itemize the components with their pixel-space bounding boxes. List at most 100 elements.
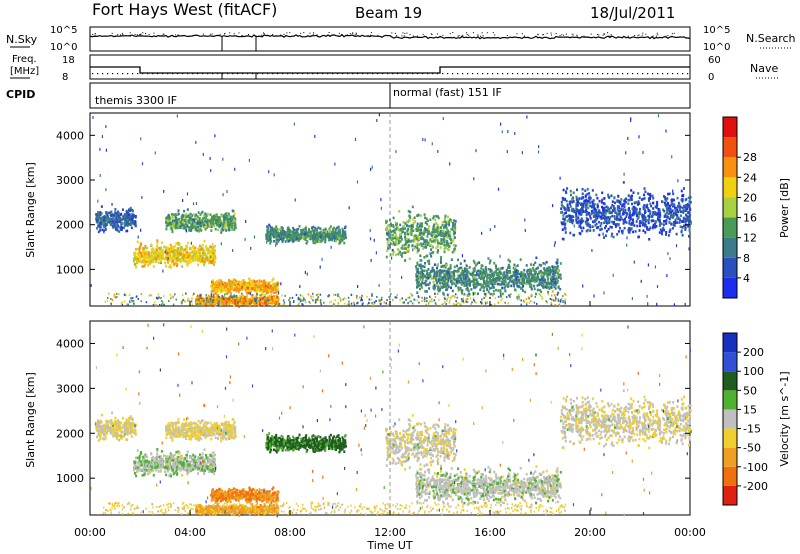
noise-right-tick-bottom: 10^0	[703, 42, 730, 53]
scatter-cell	[566, 203, 569, 207]
scatter-cell	[343, 231, 346, 235]
scatter-cell	[105, 218, 108, 221]
scatter-cell	[554, 287, 557, 290]
noise-dot	[233, 33, 235, 35]
scatter-cell	[493, 273, 495, 277]
scatter-cell	[211, 249, 214, 252]
scatter-cell	[342, 229, 345, 233]
scatter-cell	[416, 239, 419, 243]
scatter-cell	[134, 252, 137, 256]
scatter-cell	[223, 281, 226, 285]
scatter-cell	[265, 288, 268, 292]
scatter-cell	[483, 276, 485, 280]
noise-dot	[262, 35, 264, 37]
nave-dot	[127, 73, 129, 75]
scatter-cell	[427, 241, 430, 244]
scatter-cell	[182, 249, 185, 253]
noise-right-tick-top: 10^5	[703, 25, 730, 36]
noise-dot	[261, 34, 263, 36]
noise-dot	[477, 34, 479, 36]
nave-dot	[277, 73, 279, 75]
scatter-cell	[419, 214, 422, 217]
scatter-cell	[225, 283, 228, 287]
scatter-cell	[451, 271, 454, 274]
scatter-cell	[464, 267, 467, 271]
scatter-cell	[468, 279, 471, 283]
scatter-cell	[400, 236, 403, 239]
scatter-cell	[175, 217, 178, 220]
scatter-cell	[312, 241, 315, 244]
nave-dot	[242, 73, 244, 75]
scatter-cell	[138, 254, 140, 257]
scatter-cell	[336, 236, 339, 239]
scatter-cell	[210, 290, 213, 293]
scatter-cell	[385, 221, 388, 224]
noise-dot	[332, 34, 334, 36]
scatter-cell	[266, 231, 269, 234]
noise-dot	[458, 35, 460, 37]
scatter-cell	[265, 233, 268, 237]
scatter-cell	[147, 260, 150, 264]
scatter-cell	[438, 242, 440, 245]
scatter-cell	[133, 221, 136, 225]
scatter-cell	[417, 277, 420, 280]
scatter-cell	[463, 283, 466, 287]
scatter-cell	[433, 233, 436, 237]
scatter-cell	[331, 235, 334, 238]
scatter-cell	[431, 267, 434, 271]
scatter-cell	[546, 276, 549, 279]
scatter-cell	[555, 275, 558, 278]
scatter-cell	[184, 226, 186, 230]
scatter-cell	[459, 262, 462, 265]
scatter-cell	[202, 214, 205, 218]
scatter-cell	[189, 212, 192, 216]
scatter-cell	[446, 293, 449, 297]
scatter-cell	[212, 257, 215, 260]
scatter-cell	[417, 242, 420, 246]
scatter-cell	[321, 237, 324, 241]
scatter-cell	[175, 219, 178, 222]
scatter-cell	[277, 302, 280, 306]
scatter-cell	[305, 225, 308, 229]
scatter-cell	[219, 299, 222, 303]
scatter-cell	[397, 239, 400, 243]
scatter-cell	[344, 234, 347, 238]
scatter-cell	[170, 221, 173, 225]
scatter-cell	[410, 240, 413, 243]
scatter-cell	[422, 247, 425, 250]
scatter-cell	[291, 235, 294, 238]
scatter-cell	[197, 211, 200, 214]
scatter-cell	[450, 280, 453, 283]
scatter-cell	[230, 219, 233, 223]
scatter-cell	[665, 199, 668, 203]
scatter-cell	[231, 298, 234, 302]
scatter-cell	[402, 247, 405, 250]
scatter-cell	[330, 235, 333, 238]
scatter-cell	[196, 250, 199, 253]
scatter-cell	[554, 265, 556, 269]
scatter-cell	[407, 250, 410, 253]
scatter-cell	[515, 275, 518, 278]
noise-dot	[404, 33, 406, 35]
scatter-cell	[538, 272, 541, 275]
scatter-cell	[540, 275, 543, 278]
scatter-cell	[111, 213, 114, 217]
scatter-cell	[254, 283, 257, 287]
scatter-cell	[212, 259, 215, 262]
scatter-cell	[189, 257, 192, 261]
noise-dot	[229, 32, 231, 34]
scatter-cell	[425, 276, 428, 280]
nave-dot	[312, 73, 314, 75]
scatter-cell	[386, 244, 389, 248]
scatter-cell	[122, 215, 125, 218]
scatter-cell	[208, 259, 211, 262]
noise-dot	[355, 32, 357, 34]
scatter-cell	[176, 226, 179, 230]
noise-dot	[642, 32, 644, 34]
scatter-cell	[267, 288, 270, 292]
scatter-cell	[534, 276, 537, 280]
scatter-cell	[156, 241, 159, 244]
scatter-cell	[281, 240, 284, 243]
nave-dot	[492, 73, 494, 75]
scatter-cell	[298, 225, 301, 228]
